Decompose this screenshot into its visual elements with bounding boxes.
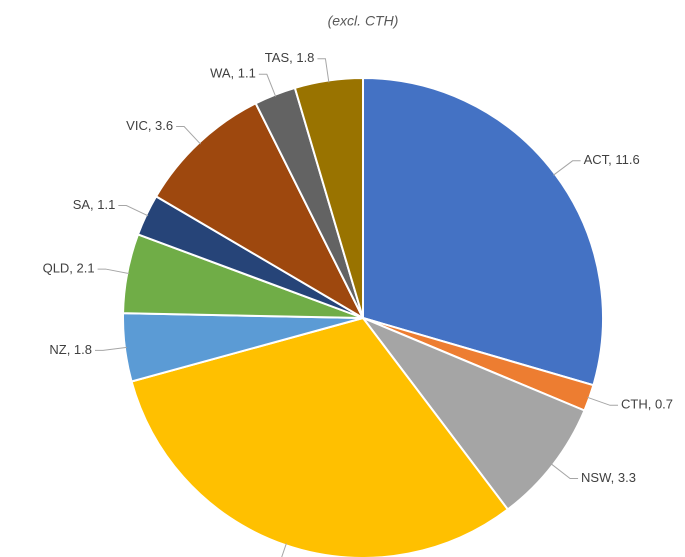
leader-line [587, 396, 619, 406]
data-label: ACT, 11.6 [584, 152, 640, 167]
chart-subtitle: (excl. CTH) [328, 13, 399, 29]
leader-line [97, 268, 130, 275]
leader-line [317, 58, 330, 83]
data-label: SA, 1.1 [73, 197, 116, 212]
leader-line [176, 126, 201, 145]
data-label: CTH, 0.7 [621, 397, 673, 412]
leader-line [95, 346, 127, 351]
data-label: VIC, 3.6 [126, 118, 173, 133]
leader-line [258, 73, 277, 97]
leader-line [550, 463, 579, 480]
data-label: NSW, 3.3 [581, 470, 636, 485]
leader-line [553, 160, 581, 176]
leader-line [118, 205, 149, 217]
data-label: WA, 1.1 [210, 66, 256, 81]
data-label: QLD, 2.1 [43, 261, 95, 276]
leader-line [281, 543, 287, 557]
data-label: NZ, 1.8 [49, 342, 92, 357]
data-label: TAS, 1.8 [265, 50, 315, 65]
